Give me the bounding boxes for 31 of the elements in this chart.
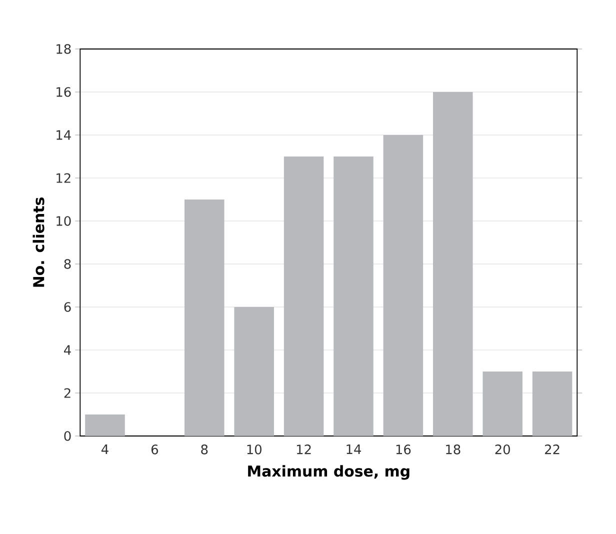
x-tick-label: 20 bbox=[495, 444, 510, 454]
y-tick-label: 10 bbox=[56, 216, 71, 226]
y-tick-label: 16 bbox=[56, 87, 71, 97]
bar bbox=[85, 414, 125, 436]
bar bbox=[284, 156, 324, 436]
y-tick-label: 2 bbox=[64, 388, 70, 398]
x-tick-label: 10 bbox=[247, 444, 262, 454]
y-tick-label: 4 bbox=[64, 345, 71, 355]
x-axis-title: Maximum dose, mg bbox=[248, 465, 410, 480]
y-tick-label: 14 bbox=[56, 130, 71, 140]
x-tick-label: 16 bbox=[396, 444, 411, 454]
x-tick-label: 4 bbox=[102, 444, 108, 454]
bar bbox=[334, 156, 374, 436]
x-tick-label: 6 bbox=[151, 444, 158, 454]
x-tick-label: 8 bbox=[201, 444, 208, 454]
x-tick-label: 18 bbox=[446, 444, 460, 454]
bar bbox=[383, 134, 424, 436]
bar bbox=[184, 200, 224, 436]
y-tick-label: 6 bbox=[64, 302, 71, 312]
y-tick-label: 0 bbox=[64, 431, 71, 441]
y-axis-title: No. clients bbox=[32, 198, 44, 287]
bar bbox=[482, 372, 522, 436]
y-tick-label: 8 bbox=[64, 259, 71, 269]
x-tick-label: 22 bbox=[545, 444, 560, 454]
bar bbox=[433, 92, 473, 436]
x-tick-label: 14 bbox=[346, 444, 362, 454]
bar bbox=[234, 307, 274, 436]
y-tick-label: 12 bbox=[56, 173, 70, 183]
bar bbox=[532, 372, 572, 436]
x-tick-label: 12 bbox=[296, 444, 311, 454]
y-tick-label: 18 bbox=[56, 44, 71, 54]
